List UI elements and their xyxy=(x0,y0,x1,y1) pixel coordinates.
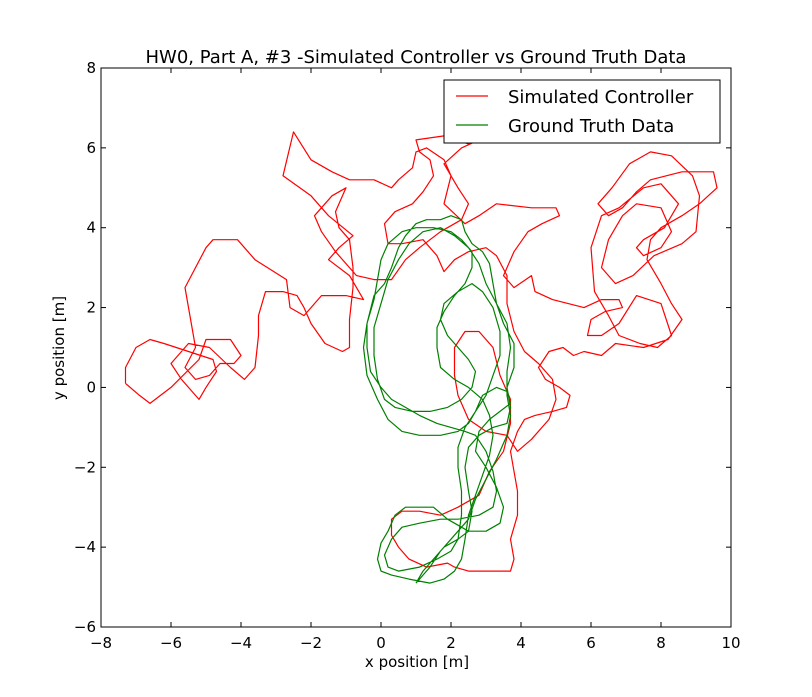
x-tick-label: 0 xyxy=(376,634,386,652)
x-tick-label: 6 xyxy=(586,634,596,652)
y-tick-label: 4 xyxy=(86,219,96,237)
series-line-ground-truth-data xyxy=(362,215,515,584)
legend-label-simulated: Simulated Controller xyxy=(508,87,694,108)
series-line-simulated-controller xyxy=(124,123,718,572)
x-tick-label: 4 xyxy=(516,634,526,652)
legend: Simulated Controller Ground Truth Data xyxy=(443,79,721,144)
x-tick-label: 2 xyxy=(446,634,456,652)
y-tick-label: −6 xyxy=(74,618,96,636)
x-tick-label: −2 xyxy=(300,634,322,652)
y-tick-label: 2 xyxy=(86,299,96,317)
legend-label-ground-truth: Ground Truth Data xyxy=(508,116,674,137)
x-tick-label: 10 xyxy=(721,634,740,652)
y-tick-label: 0 xyxy=(86,378,96,396)
legend-box xyxy=(443,79,721,144)
y-axis-label: y position [m] xyxy=(50,296,68,400)
y-tick-label: 6 xyxy=(86,139,96,157)
x-tick-label: −4 xyxy=(230,634,252,652)
x-tick-label: −8 xyxy=(90,634,112,652)
chart-title: HW0, Part A, #3 -Simulated Controller vs… xyxy=(146,47,687,68)
x-tick-label: −6 xyxy=(160,634,182,652)
y-tick-label: −4 xyxy=(74,538,96,556)
y-tick-label: 8 xyxy=(86,59,96,77)
series-layer xyxy=(124,123,718,584)
x-axis-label: x position [m] xyxy=(365,653,469,671)
y-tick-label: −2 xyxy=(74,458,96,476)
plot-frame xyxy=(100,67,732,628)
x-tick-label: 8 xyxy=(656,634,666,652)
